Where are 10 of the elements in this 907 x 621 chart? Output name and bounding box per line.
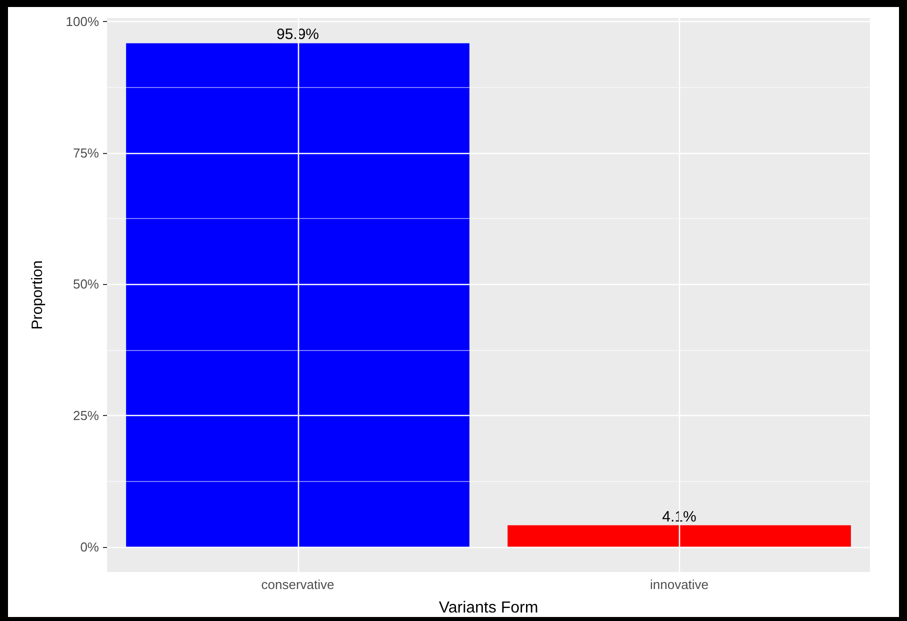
y-tick-label: 100% xyxy=(66,14,100,30)
y-tick-label: 75% xyxy=(72,145,100,160)
y-tick-label: 25% xyxy=(72,408,100,424)
x-tick-label: innovative xyxy=(650,577,709,592)
x-tick-label: conservative xyxy=(261,577,334,592)
y-tick-label: 50% xyxy=(72,276,100,292)
y-axis-title: Proportion xyxy=(29,260,46,330)
data-label: 95.9% xyxy=(276,26,320,44)
y-tick-label: 0% xyxy=(80,539,100,554)
x-axis-title: Variants Form xyxy=(438,600,538,616)
